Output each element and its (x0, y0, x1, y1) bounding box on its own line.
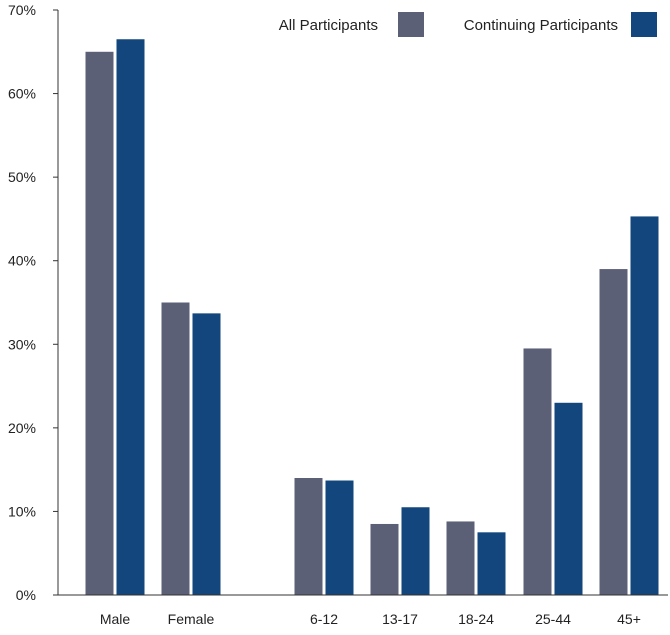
x-axis: Male Female 6-12 13-17 18-24 25-44 45+ (58, 594, 668, 627)
y-tick-label: 20% (8, 420, 36, 436)
bar-all-45+ (599, 269, 628, 595)
bar-continuing-6-12 (325, 480, 354, 595)
y-tick-label: 30% (8, 336, 36, 352)
bar-continuing-18-24 (477, 532, 506, 595)
x-tick-label: 45+ (617, 611, 641, 627)
x-tick-label: Male (100, 611, 131, 627)
bar-continuing-25-44 (554, 402, 583, 595)
y-tick-label: 60% (8, 86, 36, 102)
x-tick-label: 25-44 (535, 611, 571, 627)
bars (85, 39, 659, 596)
bar-all-25-44 (523, 348, 552, 595)
bar-all-18-24 (446, 521, 475, 595)
bar-continuing-Female (192, 313, 221, 595)
bar-continuing-Male (116, 39, 145, 595)
legend-swatch (398, 12, 424, 37)
y-tick-label: 50% (8, 169, 36, 185)
y-tick-label: 40% (8, 253, 36, 269)
legend-swatch (631, 12, 657, 37)
bar-all-Female (161, 302, 190, 595)
x-tick-label: Female (168, 611, 215, 627)
bar-all-6-12 (294, 478, 323, 595)
bar-all-Male (85, 51, 114, 596)
legend-label: Continuing Participants (464, 17, 618, 34)
y-tick-label: 70% (8, 2, 36, 18)
legend: All Participants Continuing Participants (279, 12, 657, 37)
bar-continuing-45+ (630, 216, 659, 595)
y-tick-label: 0% (16, 587, 36, 603)
x-tick-label: 6-12 (310, 611, 338, 627)
bar-all-13-17 (370, 523, 399, 595)
y-tick-label: 10% (8, 503, 36, 519)
x-tick-label: 18-24 (458, 611, 494, 627)
legend-label: All Participants (279, 17, 378, 34)
bar-continuing-13-17 (401, 507, 430, 595)
y-axis: 0% 10% 20% 30% 40% 50% 60% 70% (8, 2, 59, 603)
x-tick-label: 13-17 (382, 611, 418, 627)
